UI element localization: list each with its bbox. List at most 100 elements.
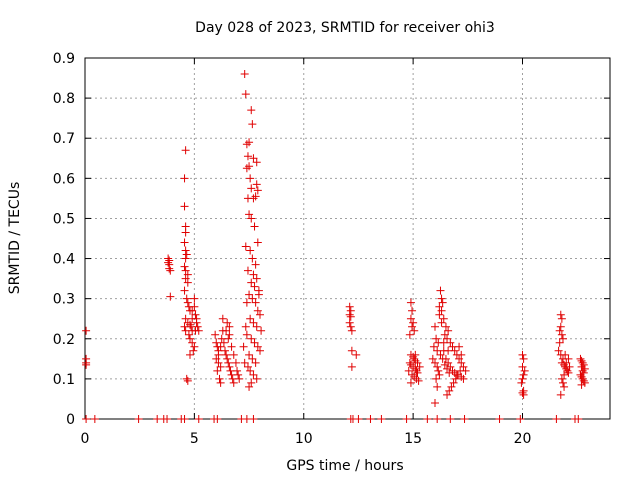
data-point (245, 162, 254, 171)
data-point (555, 326, 564, 335)
data-point (215, 374, 224, 383)
data-point (183, 278, 192, 287)
data-point (240, 358, 249, 367)
data-point (438, 298, 447, 307)
data-point (186, 350, 194, 359)
x-axis-title: GPS time / hours (286, 458, 403, 474)
data-point (181, 274, 190, 283)
data-point (404, 366, 413, 375)
data-point (444, 358, 453, 367)
data-point (432, 334, 441, 343)
data-point (164, 258, 173, 267)
data-point (166, 266, 175, 275)
data-point (182, 294, 191, 303)
data-point (189, 346, 198, 355)
data-point (245, 382, 254, 391)
data-point (516, 415, 525, 423)
data-point (253, 186, 262, 195)
data-point (252, 374, 261, 383)
data-point (436, 350, 445, 359)
data-point (580, 378, 589, 387)
data-point (562, 358, 571, 367)
data-point (251, 260, 260, 269)
data-point (225, 330, 234, 339)
data-point (366, 415, 375, 423)
data-point (257, 326, 266, 335)
data-point (186, 334, 194, 343)
data-point (558, 378, 567, 387)
data-point (250, 338, 259, 347)
grid (85, 58, 610, 419)
data-point (221, 346, 229, 355)
x-tick-label: 10 (295, 431, 313, 447)
data-point (554, 346, 563, 355)
data-point (352, 350, 361, 359)
data-point (213, 366, 222, 375)
data-point (222, 326, 231, 335)
data-point (579, 368, 588, 377)
data-point (443, 390, 452, 399)
data-point (578, 366, 587, 375)
data-point (556, 322, 565, 331)
data-point (242, 330, 251, 339)
data-point (413, 368, 422, 377)
data-point (246, 174, 255, 183)
x-tick-label: 0 (81, 431, 90, 447)
data-point (252, 180, 261, 189)
data-point (432, 374, 441, 383)
data-point (225, 362, 234, 371)
y-tick-label: 0.6 (53, 171, 75, 187)
data-point (193, 322, 202, 331)
data-point (246, 314, 255, 323)
data-point (165, 264, 174, 273)
data-point (239, 342, 248, 351)
data-point (555, 338, 564, 347)
data-point (184, 330, 193, 339)
data-point (561, 350, 570, 359)
data-point (576, 354, 585, 363)
data-point (253, 306, 262, 315)
data-point (440, 330, 449, 339)
data-point (183, 270, 192, 279)
data-point (564, 354, 573, 363)
data-point (247, 378, 256, 387)
data-point (433, 415, 442, 423)
data-point (560, 370, 569, 379)
data-point (577, 372, 586, 381)
data-point (578, 374, 587, 383)
data-point (461, 366, 470, 375)
data-point (242, 164, 251, 173)
data-point (447, 382, 456, 391)
data-point (580, 364, 589, 373)
data-point (412, 366, 421, 375)
data-point (253, 342, 262, 351)
data-point (234, 370, 243, 379)
data-point (557, 330, 566, 339)
data-point (212, 338, 221, 347)
data-point (518, 374, 527, 383)
data-point (441, 322, 450, 331)
data-point (457, 358, 466, 367)
data-point (406, 378, 415, 387)
data-point (241, 322, 250, 331)
data-point (247, 278, 256, 287)
data-point (180, 262, 189, 271)
data-point (223, 318, 232, 327)
data-point (216, 378, 225, 387)
data-point (347, 326, 356, 335)
y-tick-label: 0.1 (53, 372, 75, 388)
data-point (445, 368, 454, 377)
data-point (245, 138, 254, 147)
data-point (231, 358, 240, 367)
data-point (434, 366, 443, 375)
data-point (194, 415, 203, 423)
data-point (214, 358, 223, 367)
data-point (405, 358, 414, 367)
data-point (565, 362, 574, 371)
data-point (556, 310, 565, 319)
data-point (245, 290, 254, 299)
data-point (435, 310, 444, 319)
data-point (251, 358, 260, 367)
data-point (180, 415, 189, 423)
